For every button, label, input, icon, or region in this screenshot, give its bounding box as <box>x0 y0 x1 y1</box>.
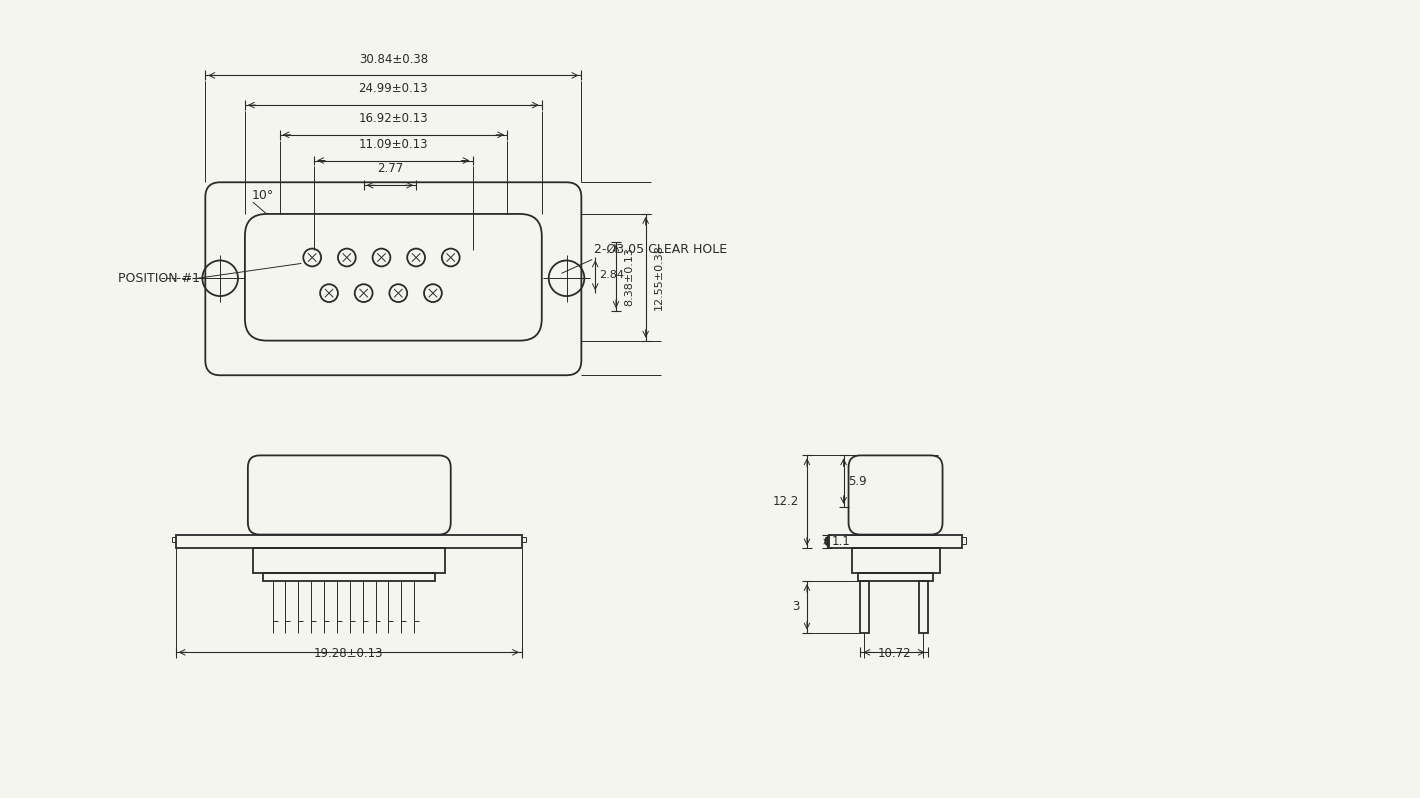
Text: 30.84±0.38: 30.84±0.38 <box>359 53 427 65</box>
Bar <box>919 581 927 633</box>
Text: 11.09±0.13: 11.09±0.13 <box>359 137 427 151</box>
Bar <box>859 573 933 581</box>
Bar <box>861 581 869 633</box>
Text: 5.9: 5.9 <box>849 475 868 488</box>
Text: 8.38±0.13: 8.38±0.13 <box>623 247 633 306</box>
Text: 10.72: 10.72 <box>878 647 910 660</box>
Text: 2.84: 2.84 <box>599 271 625 280</box>
Bar <box>253 548 444 573</box>
Bar <box>852 548 940 573</box>
Text: 12.2: 12.2 <box>772 496 799 508</box>
Bar <box>829 535 963 548</box>
Text: 2.77: 2.77 <box>376 162 403 176</box>
Text: 24.99±0.13: 24.99±0.13 <box>358 82 429 95</box>
Text: 3: 3 <box>792 600 799 614</box>
Text: 12.55±0.38: 12.55±0.38 <box>653 244 663 310</box>
Text: POSITION #1: POSITION #1 <box>118 272 200 285</box>
Bar <box>263 573 435 581</box>
Bar <box>176 535 523 548</box>
Text: 1.1: 1.1 <box>832 535 851 548</box>
Text: 10°: 10° <box>251 188 274 202</box>
Text: 19.28±0.13: 19.28±0.13 <box>314 647 383 660</box>
Text: 2-Ø3.05 CLEAR HOLE: 2-Ø3.05 CLEAR HOLE <box>594 243 727 256</box>
Text: 16.92±0.13: 16.92±0.13 <box>358 112 429 125</box>
